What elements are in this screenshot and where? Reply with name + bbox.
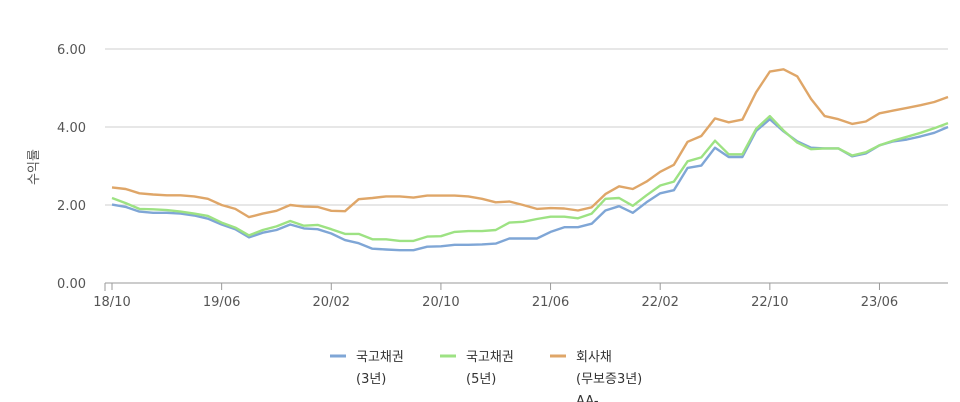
legend-label-corporate-term: (무보증3년) [576,372,642,387]
y-tick-labels: 0.00 2.00 4.00 6.00 [57,43,86,292]
legend-label-gov-3y-term: (3년) [356,372,386,387]
y-axis-label: 수익률 [27,149,42,185]
series-lines [111,68,949,252]
legend-item-corporate[interactable]: 회사채 (무보증3년) AA- [550,350,642,402]
y-tick-label: 2.00 [57,199,86,214]
legend[interactable]: 국고채권 (3년) 국고채권 (5년) 회사채 (무보증3년) AA- [330,350,642,402]
y-tick-label: 0.00 [57,277,86,292]
x-tick-labels: 18/10 19/06 20/02 20/10 21/06 22/02 22/10 23/06 [93,283,898,310]
series-line-gov-5y [111,114,949,243]
legend-label-gov-5y-term: (5년) [466,372,496,387]
y-tick-label: 4.00 [57,121,86,136]
legend-label-corporate: 회사채 [576,350,612,365]
legend-label-corporate-grade: AA- [576,394,599,402]
x-tick-label: 22/02 [641,295,678,310]
x-tick-label: 18/10 [93,295,130,310]
axes [104,282,948,291]
legend-label-gov-3y: 국고채권 [356,350,404,365]
x-tick-label: 23/06 [861,295,898,310]
legend-item-gov-5y[interactable]: 국고채권 (5년) [440,350,514,387]
legend-label-gov-5y: 국고채권 [466,350,514,365]
y-tick-label: 6.00 [57,43,86,58]
x-tick-label: 22/10 [751,295,788,310]
x-tick-label: 19/06 [203,295,240,310]
legend-item-gov-3y[interactable]: 국고채권 (3년) [330,350,404,387]
x-tick-label: 20/02 [313,295,350,310]
x-tick-label: 21/06 [532,295,569,310]
gridlines [105,48,948,206]
x-tick-label: 20/10 [422,295,459,310]
series-line-corporate [111,68,949,219]
series-line-gov-3y [111,117,949,252]
